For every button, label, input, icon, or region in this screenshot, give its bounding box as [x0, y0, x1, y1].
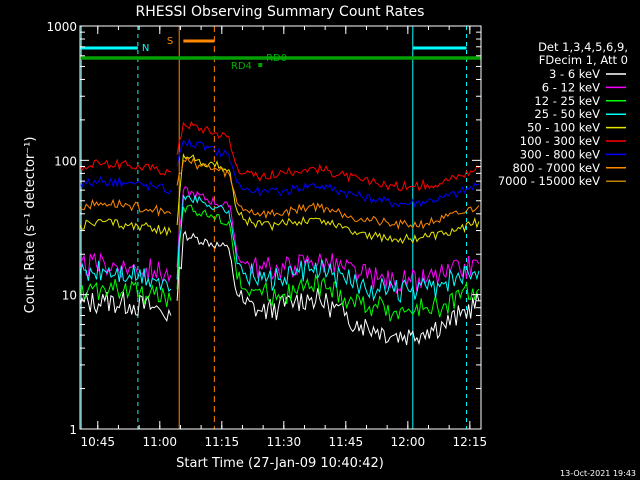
series-line	[176, 204, 480, 322]
series-group	[79, 156, 480, 231]
series-line	[176, 230, 480, 346]
series-line	[79, 260, 172, 292]
legend-label: 50 - 100 keV	[527, 121, 600, 135]
series-line	[176, 153, 480, 245]
x-axis-label: Start Time (27-Jan-09 10:40:42)	[176, 456, 384, 471]
series-line	[79, 252, 172, 284]
axes: 1 10 100 1000 10:45 11:00 11:15 11:30 11:45 12:00…	[46, 20, 487, 449]
legend-label: 25 - 50 keV	[534, 107, 600, 121]
series-line	[176, 156, 480, 231]
series-group	[79, 137, 479, 208]
series-group	[79, 194, 480, 304]
y-tick-label: 10	[62, 289, 77, 303]
series-line	[79, 198, 172, 217]
annotation-label: RD4	[231, 61, 252, 72]
series-line	[79, 175, 172, 195]
series-line	[176, 120, 480, 192]
x-tick-label: 11:15	[205, 435, 240, 449]
y-tick-label: 1	[69, 423, 77, 437]
chart-title: RHESSI Observing Summary Count Rates	[136, 4, 425, 20]
series-line	[176, 185, 480, 295]
series-group	[79, 120, 480, 192]
series-line	[79, 278, 172, 308]
x-tick-label: 11:45	[329, 435, 364, 449]
series-line	[176, 137, 479, 208]
y-tick-label: 100	[54, 154, 77, 168]
legend-label: 12 - 25 keV	[534, 94, 600, 108]
legend-label: 300 - 800 keV	[520, 147, 600, 161]
series-group	[79, 153, 480, 245]
legend-label: 7000 - 15000 keV	[498, 174, 600, 188]
series-group	[79, 204, 480, 322]
legend-header-line-1: Det 1,3,4,5,6,9,	[538, 40, 628, 54]
series-line	[176, 194, 480, 304]
x-tick-label: 10:45	[80, 435, 115, 449]
legend-label: 100 - 300 keV	[520, 134, 600, 148]
series-group	[79, 230, 480, 346]
status-bars: N S RD0 RD4	[80, 26, 481, 429]
series-group	[79, 185, 480, 295]
series-line	[79, 158, 172, 176]
legend-label: 3 - 6 keV	[549, 67, 600, 81]
legend-header-line-2: FDecim 1, Att 0	[539, 53, 628, 67]
y-tick-label: 1000	[46, 20, 77, 34]
x-tick-label: 12:00	[391, 435, 426, 449]
x-tick-label: 11:30	[267, 435, 302, 449]
axes-frame	[79, 25, 482, 430]
x-tick-label: 12:15	[453, 435, 488, 449]
series-line	[79, 218, 172, 237]
annotation-label: N	[142, 43, 149, 54]
plot-area	[79, 120, 480, 346]
annotation-label: S	[167, 36, 173, 47]
series-line	[79, 291, 172, 322]
annotation-label: RD0	[266, 53, 287, 64]
x-tick-label: 11:00	[142, 435, 177, 449]
y-axis-label: Count Rate (s⁻¹ detector⁻¹)	[23, 137, 38, 314]
legend-label: 800 - 7000 keV	[512, 161, 600, 175]
footer-date: 13-Oct-2021 19:43	[560, 469, 636, 478]
rd4-marker	[258, 63, 263, 67]
legend-label: 6 - 12 keV	[542, 80, 600, 94]
